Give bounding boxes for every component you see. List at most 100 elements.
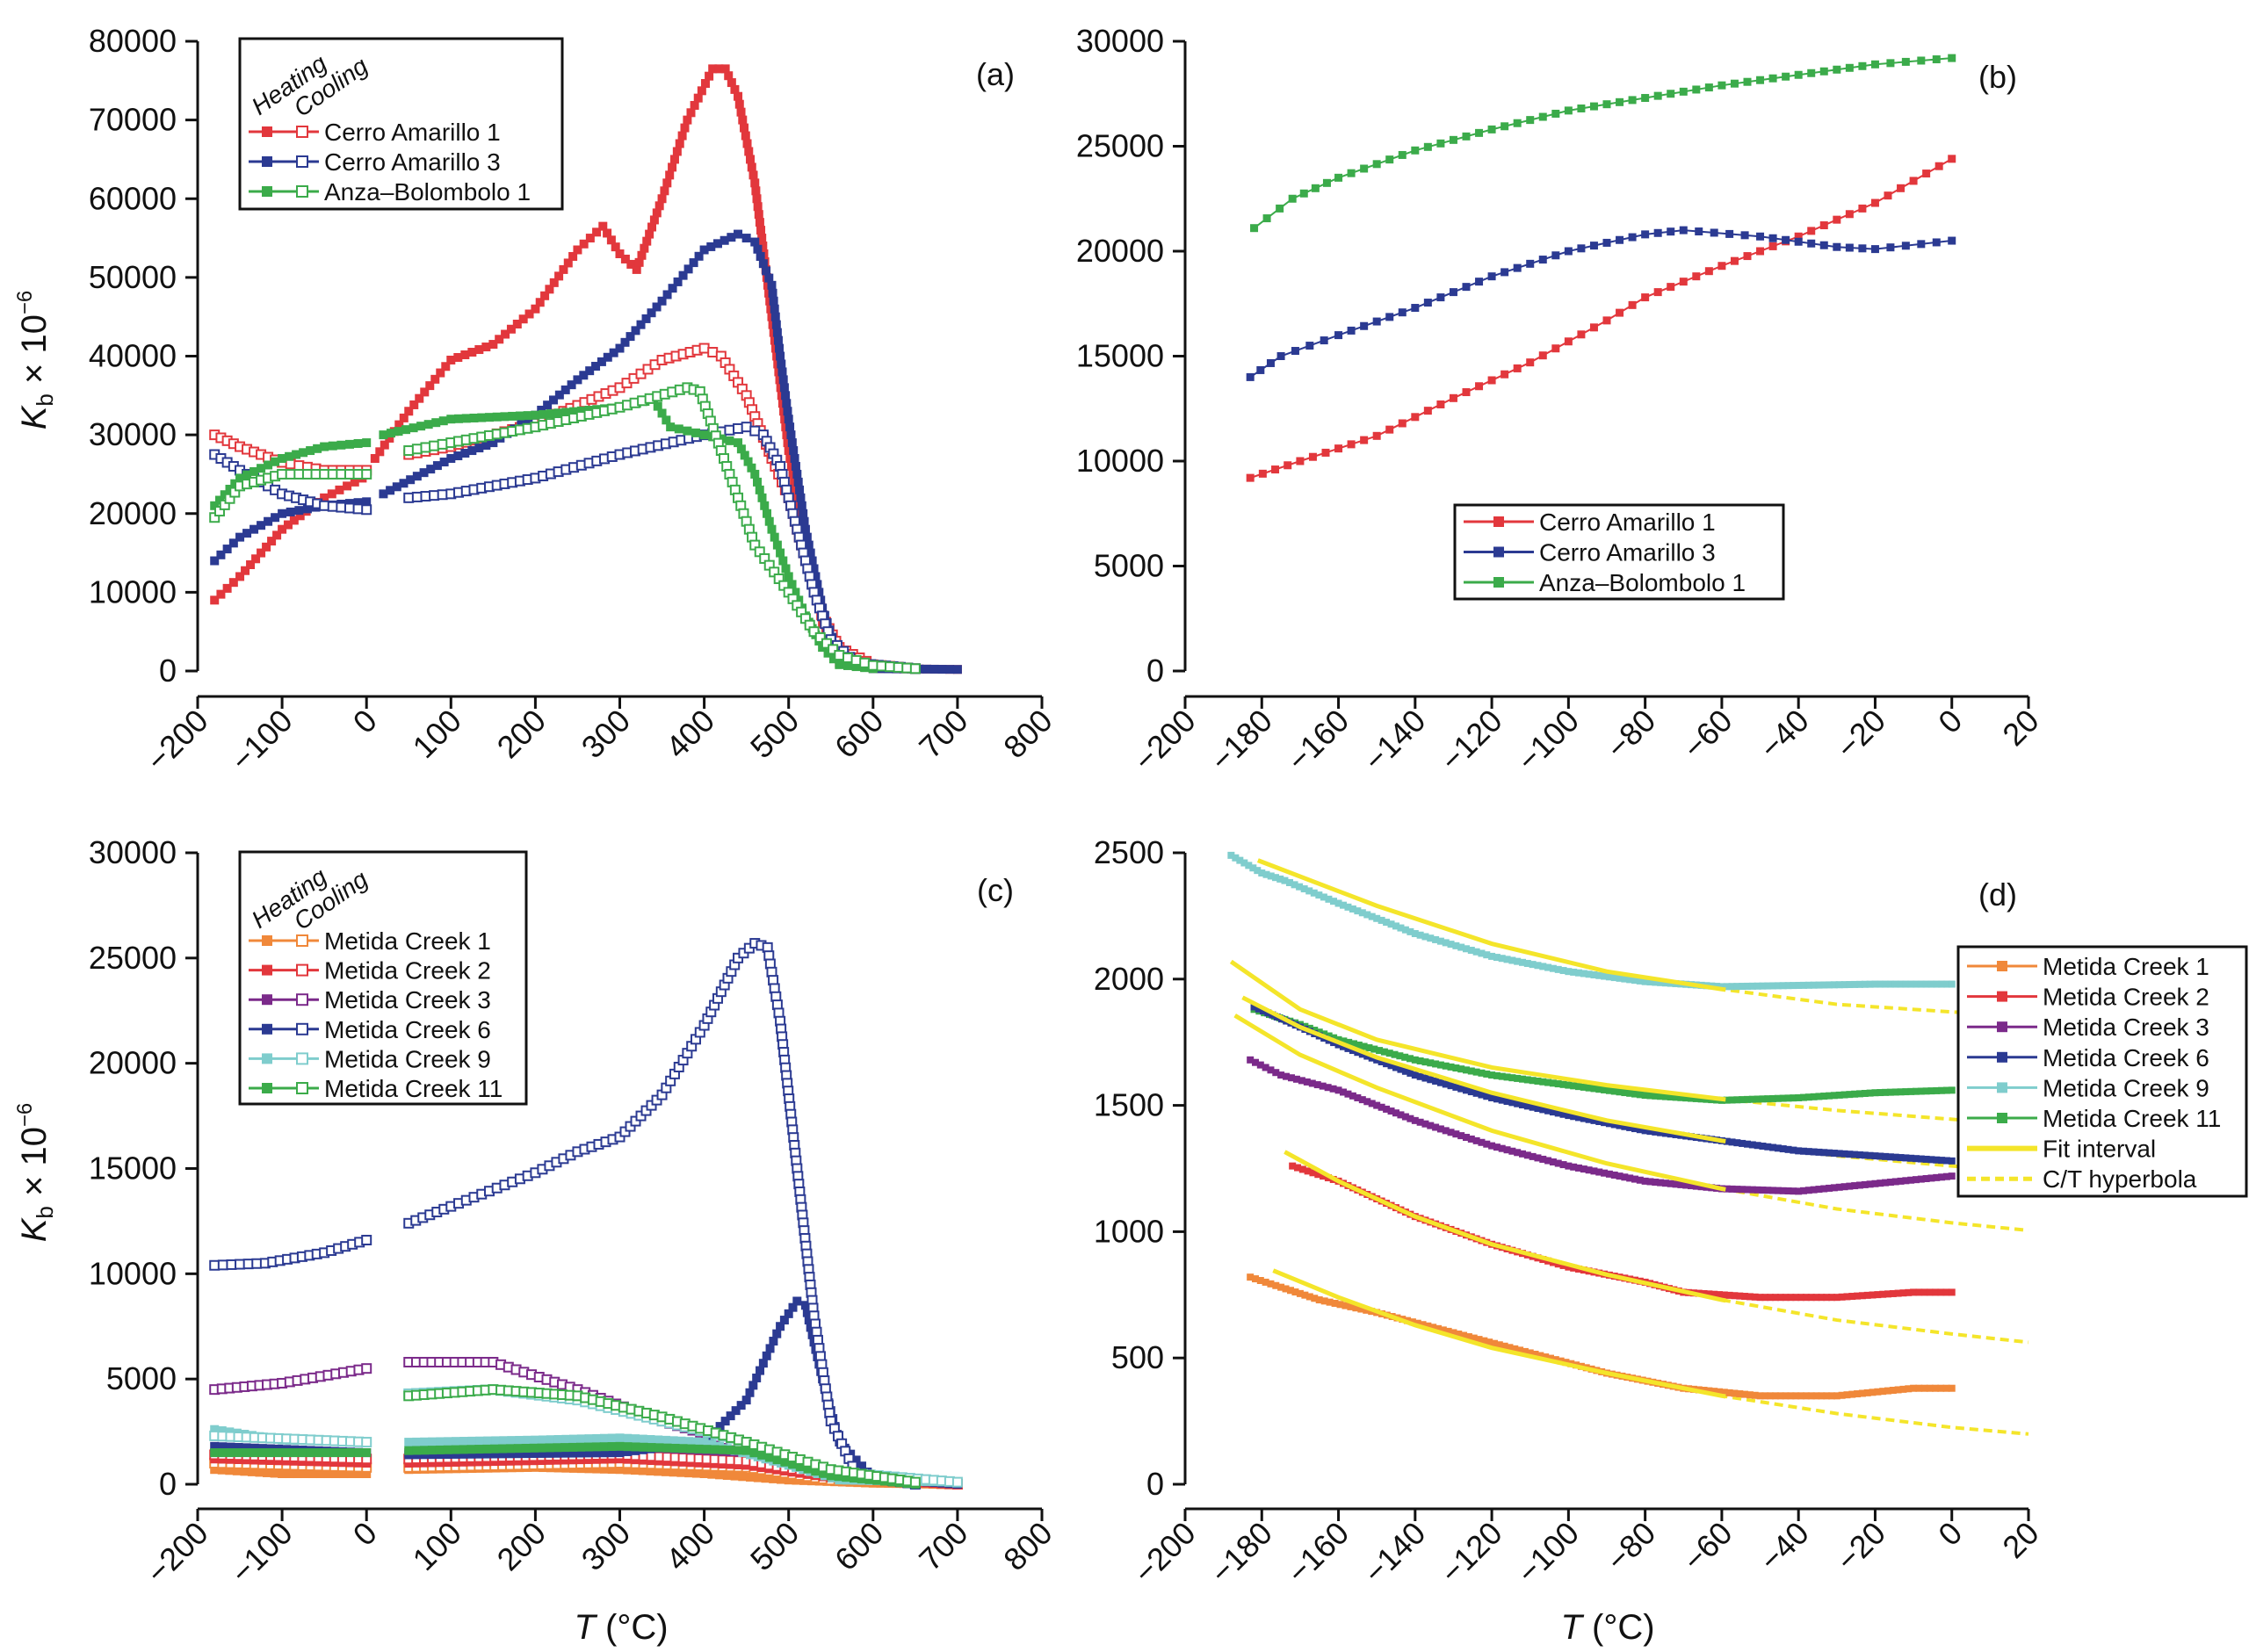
data-point-marker bbox=[694, 251, 704, 261]
data-point-marker bbox=[453, 352, 463, 362]
data-point-marker bbox=[1397, 924, 1405, 932]
data-point-marker bbox=[1877, 1179, 1884, 1187]
data-point-marker bbox=[760, 501, 770, 510]
data-point-marker bbox=[1728, 1185, 1736, 1193]
data-point-marker bbox=[1826, 1092, 1833, 1100]
data-point-marker bbox=[909, 1476, 921, 1488]
data-point-marker bbox=[1846, 1091, 1854, 1099]
data-point-marker bbox=[700, 79, 710, 89]
data-point-marker bbox=[1823, 1392, 1831, 1400]
data-point-marker bbox=[1743, 77, 1752, 86]
legend-label: Metida Creek 2 bbox=[2043, 984, 2209, 1011]
data-point-marker bbox=[607, 1442, 617, 1452]
data-point-marker bbox=[529, 1449, 539, 1459]
data-point-marker bbox=[1901, 242, 1910, 250]
data-point-marker bbox=[1605, 1170, 1613, 1178]
panel-label: (d) bbox=[1978, 876, 2017, 913]
data-point-marker bbox=[1580, 970, 1587, 977]
data-point-marker bbox=[209, 1259, 221, 1271]
y-axis-label-top: Kb × 10−6 bbox=[13, 291, 58, 430]
data-point-marker bbox=[1769, 982, 1777, 990]
data-point-marker bbox=[657, 408, 667, 418]
data-point-marker bbox=[1933, 1086, 1941, 1094]
data-point-marker bbox=[1774, 982, 1782, 990]
data-point-marker bbox=[573, 375, 582, 385]
y-tick-label: 20000 bbox=[89, 1045, 177, 1081]
data-point-marker bbox=[673, 277, 683, 286]
data-point-marker bbox=[1751, 1293, 1759, 1301]
data-point-marker bbox=[1746, 1391, 1754, 1399]
data-point-marker bbox=[1311, 1295, 1319, 1302]
data-point-marker bbox=[1851, 980, 1859, 988]
data-point-marker bbox=[1495, 1341, 1503, 1349]
data-point-marker bbox=[757, 1450, 767, 1460]
data-point-marker bbox=[1667, 90, 1675, 98]
data-point-marker bbox=[1854, 1390, 1862, 1398]
x-tick-label: −200 bbox=[1126, 703, 1202, 778]
data-point-marker bbox=[1840, 1091, 1848, 1099]
data-point-marker bbox=[428, 1437, 438, 1446]
data-point-marker bbox=[301, 468, 313, 480]
data-point-marker bbox=[857, 1461, 866, 1471]
data-point-marker bbox=[1728, 983, 1736, 991]
data-point-marker bbox=[537, 1448, 546, 1458]
data-point-marker bbox=[412, 1446, 422, 1455]
data-point-marker bbox=[1363, 1052, 1371, 1060]
data-point-marker bbox=[361, 1234, 372, 1245]
data-point-marker bbox=[724, 71, 734, 81]
data-point-marker bbox=[1628, 233, 1637, 242]
data-point-marker bbox=[1267, 1280, 1275, 1288]
data-point-marker bbox=[909, 663, 921, 675]
data-point-marker bbox=[1334, 1041, 1342, 1049]
data-point-marker bbox=[1917, 980, 1925, 988]
data-point-marker bbox=[1286, 878, 1294, 886]
data-point-marker bbox=[1363, 1098, 1371, 1106]
data-point-marker bbox=[772, 540, 782, 550]
data-point-marker bbox=[546, 409, 555, 419]
data-point-marker bbox=[1653, 91, 1662, 100]
data-point-marker bbox=[1570, 1163, 1578, 1171]
data-point-marker bbox=[1915, 1384, 1923, 1392]
data-point-marker bbox=[1590, 1167, 1598, 1175]
data-point-marker bbox=[677, 131, 687, 141]
data-point-marker bbox=[1336, 1301, 1344, 1309]
data-point-marker bbox=[1419, 1321, 1427, 1329]
data-point-marker bbox=[1551, 109, 1560, 118]
data-point-marker bbox=[415, 393, 424, 403]
data-point-marker bbox=[783, 407, 792, 416]
data-point-marker bbox=[734, 91, 743, 101]
data-point-marker bbox=[1246, 473, 1255, 482]
data-point-marker bbox=[1258, 469, 1267, 478]
data-point-marker bbox=[1682, 1094, 1690, 1102]
data-point-marker bbox=[1819, 241, 1828, 249]
data-point-marker bbox=[799, 516, 809, 526]
data-point-marker bbox=[518, 314, 528, 324]
data-point-marker bbox=[676, 1436, 686, 1446]
data-point-marker bbox=[579, 239, 589, 249]
data-point-marker bbox=[1519, 1101, 1526, 1109]
data-point-marker bbox=[1354, 1049, 1362, 1057]
data-point-marker bbox=[1846, 1182, 1854, 1190]
data-point-marker bbox=[686, 108, 696, 118]
data-point-marker bbox=[1636, 1176, 1644, 1184]
data-point-marker bbox=[1754, 1095, 1761, 1103]
data-point-marker bbox=[1514, 1100, 1522, 1107]
data-point-marker bbox=[1641, 1127, 1649, 1135]
data-point-marker bbox=[1779, 1145, 1787, 1153]
data-point-marker bbox=[495, 335, 504, 344]
data-point-marker bbox=[579, 371, 589, 380]
data-point-marker bbox=[1641, 977, 1649, 985]
data-point-marker bbox=[754, 210, 763, 220]
data-point-marker bbox=[411, 491, 423, 502]
legend-box bbox=[238, 850, 528, 1106]
data-point-marker bbox=[441, 362, 451, 372]
legend-label: Metida Creek 11 bbox=[324, 1075, 503, 1102]
data-point-marker bbox=[285, 468, 296, 480]
data-point-marker bbox=[901, 662, 913, 674]
data-point-marker bbox=[1439, 1326, 1447, 1334]
data-point-marker bbox=[634, 257, 644, 267]
legend-label: Metida Creek 2 bbox=[324, 957, 491, 985]
y-tick-label: 25000 bbox=[1076, 128, 1164, 164]
data-point-marker bbox=[467, 348, 477, 357]
data-point-marker bbox=[745, 1388, 755, 1397]
